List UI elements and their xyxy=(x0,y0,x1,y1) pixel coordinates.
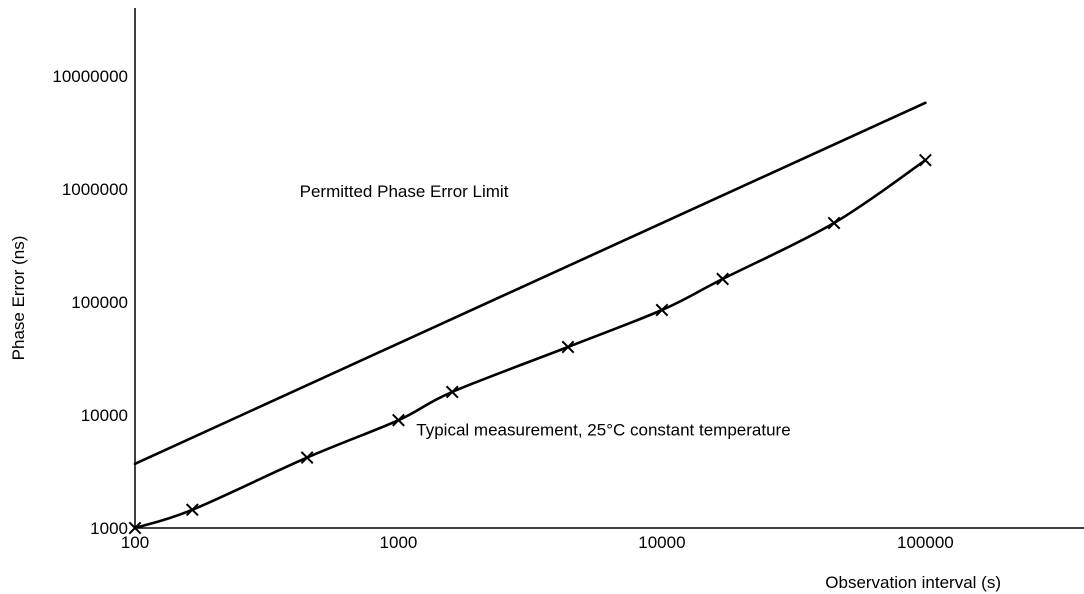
data-point-marker xyxy=(655,303,669,317)
x-tick-label: 100 xyxy=(121,533,149,552)
x-axis-title: Observation interval (s) xyxy=(825,573,1001,592)
data-point-marker xyxy=(392,413,405,427)
x-tick-label: 10000 xyxy=(638,533,685,552)
x-tick-labels: 100 1000 10000 100000 xyxy=(121,533,954,552)
y-tick-label: 10000 xyxy=(81,406,128,425)
data-point-marker xyxy=(716,272,730,286)
y-tick-label: 1000 xyxy=(90,519,128,538)
measurement-line xyxy=(133,158,927,530)
data-point-marker xyxy=(185,503,199,517)
y-tick-labels: 1000 10000 100000 1000000 10000000 xyxy=(52,67,128,538)
data-point-marker xyxy=(918,153,932,167)
measurement-annotation: Typical measurement, 25°C constant tempe… xyxy=(416,420,790,439)
y-tick-label: 1000000 xyxy=(62,180,128,199)
data-point-marker xyxy=(445,385,459,399)
limit-line xyxy=(133,101,927,466)
data-point-marker xyxy=(300,451,314,464)
data-point-marker xyxy=(561,340,575,354)
x-tick-label: 1000 xyxy=(380,533,418,552)
limit-annotation: Permitted Phase Error Limit xyxy=(300,182,509,201)
series-layer xyxy=(128,101,932,535)
data-point-marker xyxy=(128,521,142,535)
y-tick-label: 10000000 xyxy=(52,67,128,86)
y-axis-title: Phase Error (ns) xyxy=(9,236,28,361)
y-tick-label: 100000 xyxy=(71,293,128,312)
annotation-layer: Permitted Phase Error Limit Typical measu… xyxy=(300,182,791,439)
axes xyxy=(134,8,1084,529)
x-tick-label: 100000 xyxy=(897,533,954,552)
data-point-marker xyxy=(827,216,841,230)
